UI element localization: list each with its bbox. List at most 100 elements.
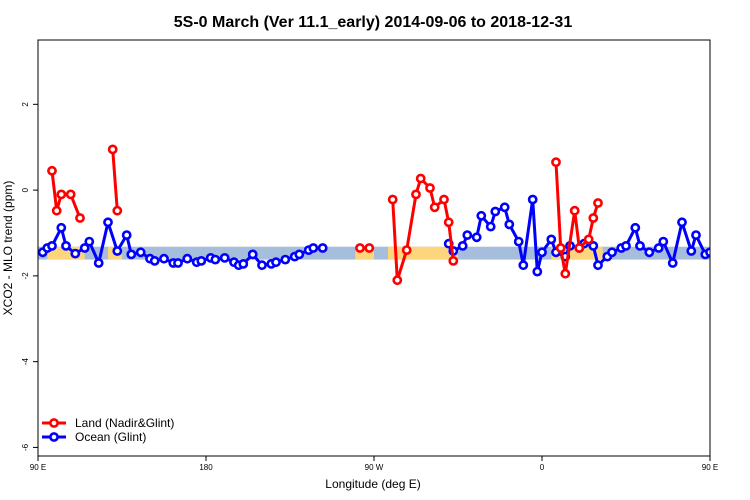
ocean-point-1-35 <box>691 230 701 240</box>
land-point-1-1 <box>112 205 123 216</box>
plot-area: 90 E 180 90 W 0 90 E 2 0 -2 -4 -6 <box>21 39 718 472</box>
land-point-3-6 <box>429 202 440 213</box>
ocean-point-1-29 <box>644 247 655 258</box>
land-band-3 <box>388 246 458 260</box>
y-tick-label-2: -2 <box>21 272 30 280</box>
ocean-point-0-3 <box>56 222 67 233</box>
ocean-point-1-21 <box>588 240 599 251</box>
land-line-3 <box>391 177 455 282</box>
ocean-point-0-4 <box>61 240 71 251</box>
ocean-point-0-24 <box>219 252 230 263</box>
ocean-point-1-14 <box>537 247 547 258</box>
ocean-point-0-11 <box>121 230 132 240</box>
x-tick-label-2: 90 W <box>365 463 384 472</box>
ocean-point-1-2 <box>457 240 468 251</box>
ocean-point-1-6 <box>485 221 496 232</box>
ocean-point-0-6 <box>79 243 90 253</box>
ocean-point-0-32 <box>280 254 291 265</box>
ocean-point-0-36 <box>308 243 319 253</box>
land-point-4-4 <box>574 243 585 253</box>
ocean-point-0-8 <box>93 258 104 268</box>
ocean-point-0-7 <box>84 236 95 247</box>
y-tick-label-3: -4 <box>21 358 30 366</box>
ocean-point-1-37 <box>705 247 710 258</box>
land-point-4-2 <box>560 268 571 279</box>
x-tick-label-3: 0 <box>540 463 545 472</box>
ocean-point-1-5 <box>476 210 487 221</box>
legend: Land (Nadir&Glint)Ocean (Glint) <box>42 416 174 444</box>
ocean-point-1-8 <box>499 202 510 213</box>
ocean-point-1-13 <box>532 266 543 277</box>
ocean-point-1-28 <box>635 240 645 251</box>
y-axis-label: XCO2 - MLO trend (ppm) <box>1 181 15 316</box>
land-point-3-7 <box>439 194 449 205</box>
ocean-point-1-27 <box>630 222 641 233</box>
ocean-point-1-30 <box>653 243 664 253</box>
ocean-point-1-15 <box>546 234 557 245</box>
plot-inner <box>38 144 710 286</box>
ocean-point-0-19 <box>182 253 193 264</box>
legend-label-0: Land (Nadir&Glint) <box>75 416 174 430</box>
ocean-point-0-21 <box>196 255 207 266</box>
ocean-point-0-12 <box>126 249 137 260</box>
ocean-point-1-11 <box>518 260 529 271</box>
land-point-4-1 <box>555 243 566 253</box>
x-tick-label-4: 90 E <box>702 463 718 472</box>
land-point-0-2 <box>56 189 67 200</box>
land-point-3-4 <box>415 173 426 184</box>
ocean-point-1-32 <box>667 258 678 268</box>
ocean-point-0-9 <box>103 217 113 228</box>
legend-label-1: Ocean (Glint) <box>75 430 146 444</box>
ocean-point-0-37 <box>317 243 328 253</box>
y-tick-label-4: -6 <box>21 443 30 451</box>
legend-marker-0 <box>49 418 59 428</box>
ocean-point-1-22 <box>593 260 603 271</box>
land-point-2-0 <box>355 243 365 253</box>
x-tick-label-0: 90 E <box>30 463 46 472</box>
land-point-4-6 <box>588 213 599 223</box>
ocean-point-1-4 <box>471 232 482 243</box>
ocean-point-0-23 <box>210 254 221 265</box>
ocean-point-0-16 <box>159 253 169 264</box>
ocean-point-0-31 <box>271 257 281 268</box>
ocean-point-1-12 <box>527 194 538 205</box>
ocean-point-0-5 <box>70 248 81 259</box>
land-point-4-0 <box>551 157 561 168</box>
ocean-point-1-34 <box>686 246 697 256</box>
land-point-3-3 <box>411 189 421 200</box>
ocean-point-0-13 <box>135 247 146 258</box>
x-axis-label: Longitude (deg E) <box>325 477 420 491</box>
ocean-point-0-10 <box>112 246 123 256</box>
ocean-point-1-26 <box>621 240 631 251</box>
ocean-point-0-28 <box>247 249 258 260</box>
ocean-point-1-31 <box>658 236 669 247</box>
land-point-0-0 <box>47 165 57 176</box>
land-point-3-8 <box>443 217 454 228</box>
ocean-point-0-34 <box>294 249 305 260</box>
ocean-point-0-27 <box>238 258 249 269</box>
y-tick-label-0: 2 <box>21 102 30 107</box>
ocean-point-1-7 <box>490 206 501 217</box>
land-point-3-5 <box>425 183 435 193</box>
ocean-point-1-10 <box>513 236 524 247</box>
land-point-3-9 <box>448 255 459 266</box>
y-tick-label-1: 0 <box>21 187 30 192</box>
land-point-3-2 <box>401 245 412 255</box>
land-series <box>47 144 603 286</box>
land-point-0-4 <box>75 213 85 223</box>
chart-title: 5S-0 March (Ver 11.1_early) 2014-09-06 t… <box>174 14 573 31</box>
land-point-2-1 <box>364 243 375 253</box>
ocean-point-1-3 <box>462 230 473 240</box>
land-point-0-3 <box>65 189 76 200</box>
land-point-0-1 <box>51 205 62 216</box>
land-point-4-5 <box>583 234 594 245</box>
land-point-3-1 <box>392 275 403 286</box>
land-point-1-0 <box>107 144 118 155</box>
ocean-point-1-9 <box>504 219 515 230</box>
land-point-3-0 <box>387 194 398 205</box>
ocean-point-1-24 <box>607 247 617 258</box>
ocean-point-0-2 <box>47 240 57 251</box>
legend-marker-1 <box>49 432 59 442</box>
land-line-1 <box>111 149 119 211</box>
